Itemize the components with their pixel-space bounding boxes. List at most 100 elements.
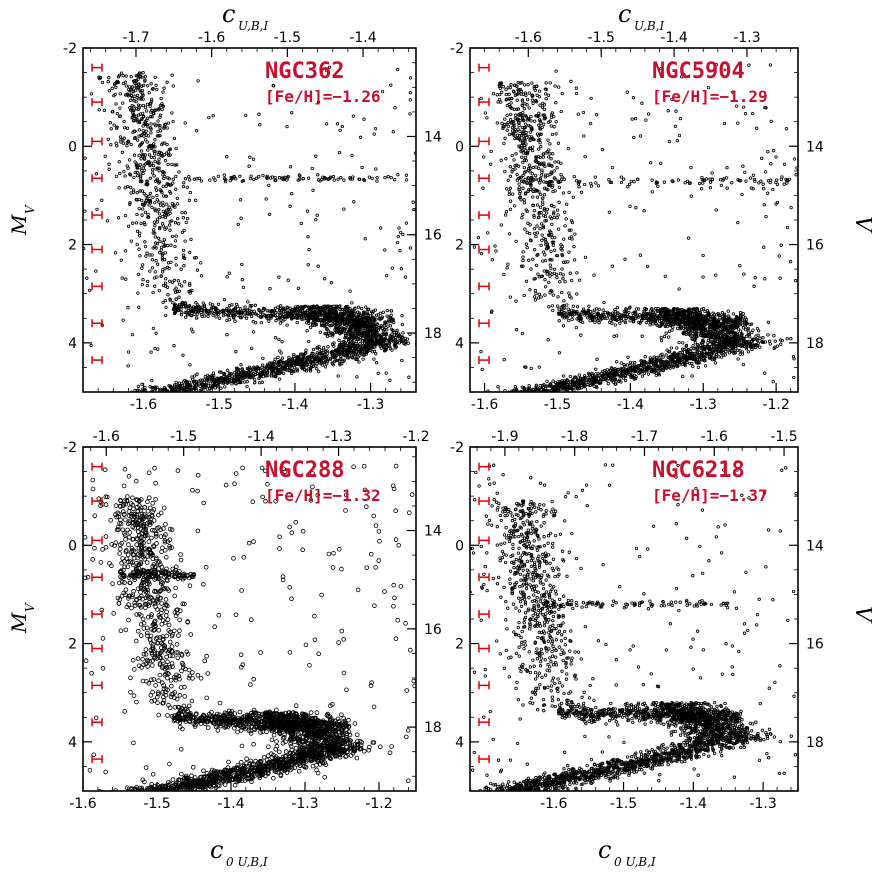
data-point bbox=[520, 394, 523, 397]
data-point bbox=[180, 301, 184, 305]
data-point bbox=[329, 350, 334, 354]
data-point bbox=[240, 278, 244, 282]
data-point bbox=[385, 308, 389, 313]
data-point bbox=[270, 369, 274, 374]
data-point bbox=[213, 178, 217, 182]
data-point bbox=[226, 314, 230, 318]
data-point bbox=[296, 314, 301, 318]
data-point bbox=[149, 350, 153, 354]
data-point bbox=[129, 239, 134, 243]
data-point bbox=[286, 278, 290, 282]
data-point bbox=[286, 360, 290, 365]
data-point bbox=[156, 393, 159, 396]
data-point bbox=[693, 351, 697, 356]
data-point bbox=[83, 209, 87, 213]
data-point bbox=[145, 283, 150, 288]
data-point bbox=[383, 320, 387, 324]
data-point bbox=[176, 222, 181, 226]
data-point bbox=[180, 311, 184, 315]
data-point bbox=[332, 307, 336, 311]
data-point bbox=[334, 304, 339, 308]
data-point bbox=[375, 179, 379, 183]
data-point bbox=[157, 288, 161, 293]
data-point bbox=[161, 241, 165, 245]
data-point bbox=[338, 322, 342, 326]
data-point bbox=[691, 344, 695, 348]
data-point bbox=[367, 340, 371, 345]
data-point bbox=[722, 334, 727, 338]
data-point bbox=[195, 372, 199, 376]
data-point bbox=[149, 146, 153, 151]
data-point bbox=[534, 393, 537, 396]
data-point bbox=[121, 81, 126, 86]
data-point bbox=[343, 317, 347, 322]
data-point bbox=[248, 306, 252, 310]
data-point bbox=[106, 80, 110, 84]
data-point bbox=[299, 305, 304, 309]
data-point bbox=[362, 117, 366, 121]
data-point bbox=[369, 345, 374, 349]
data-point bbox=[646, 372, 651, 376]
data-point bbox=[135, 229, 140, 233]
error-bar bbox=[91, 211, 103, 220]
data-point bbox=[254, 176, 259, 180]
data-point bbox=[268, 364, 273, 369]
data-point bbox=[180, 230, 185, 235]
data-point bbox=[716, 343, 721, 348]
data-point bbox=[177, 384, 182, 388]
data-point bbox=[164, 184, 168, 188]
data-point bbox=[352, 319, 356, 323]
data-point bbox=[139, 96, 143, 100]
scatter-points bbox=[83, 65, 416, 396]
data-point bbox=[697, 361, 702, 365]
data-point bbox=[705, 327, 710, 331]
data-point bbox=[162, 152, 167, 157]
data-point bbox=[325, 349, 329, 353]
data-point bbox=[207, 311, 211, 316]
data-point bbox=[640, 374, 645, 378]
data-point bbox=[694, 330, 699, 334]
data-point bbox=[145, 84, 150, 88]
data-point bbox=[611, 373, 615, 378]
data-point bbox=[209, 388, 213, 392]
data-point bbox=[139, 149, 144, 153]
data-point bbox=[153, 152, 157, 156]
data-point bbox=[643, 355, 647, 359]
data-point bbox=[136, 107, 140, 112]
data-point bbox=[667, 350, 671, 354]
data-point bbox=[242, 380, 247, 384]
data-point bbox=[290, 357, 294, 361]
data-point bbox=[323, 324, 327, 329]
data-point bbox=[385, 273, 389, 278]
data-point bbox=[645, 361, 649, 365]
data-point bbox=[370, 176, 374, 181]
data-point bbox=[138, 176, 143, 180]
data-point bbox=[699, 330, 703, 334]
data-point bbox=[179, 267, 183, 271]
data-point bbox=[113, 92, 117, 97]
data-point bbox=[183, 121, 187, 125]
data-point bbox=[520, 393, 523, 396]
data-point bbox=[319, 323, 324, 328]
data-point bbox=[211, 313, 215, 317]
data-point bbox=[166, 244, 170, 248]
data-point bbox=[311, 323, 315, 327]
data-point bbox=[384, 325, 388, 330]
data-point bbox=[174, 380, 178, 385]
data-point bbox=[693, 341, 698, 345]
data-point bbox=[161, 204, 165, 208]
data-point bbox=[170, 280, 175, 284]
data-point bbox=[158, 123, 162, 128]
data-point bbox=[634, 307, 639, 311]
data-point bbox=[163, 266, 167, 271]
data-point bbox=[281, 371, 286, 376]
data-point bbox=[683, 328, 687, 332]
data-point bbox=[114, 141, 118, 145]
data-point bbox=[648, 309, 653, 313]
data-point bbox=[330, 334, 335, 338]
data-point bbox=[571, 378, 575, 382]
data-point bbox=[353, 345, 357, 349]
data-point bbox=[339, 357, 343, 362]
data-point bbox=[291, 316, 295, 320]
data-point bbox=[393, 346, 397, 350]
